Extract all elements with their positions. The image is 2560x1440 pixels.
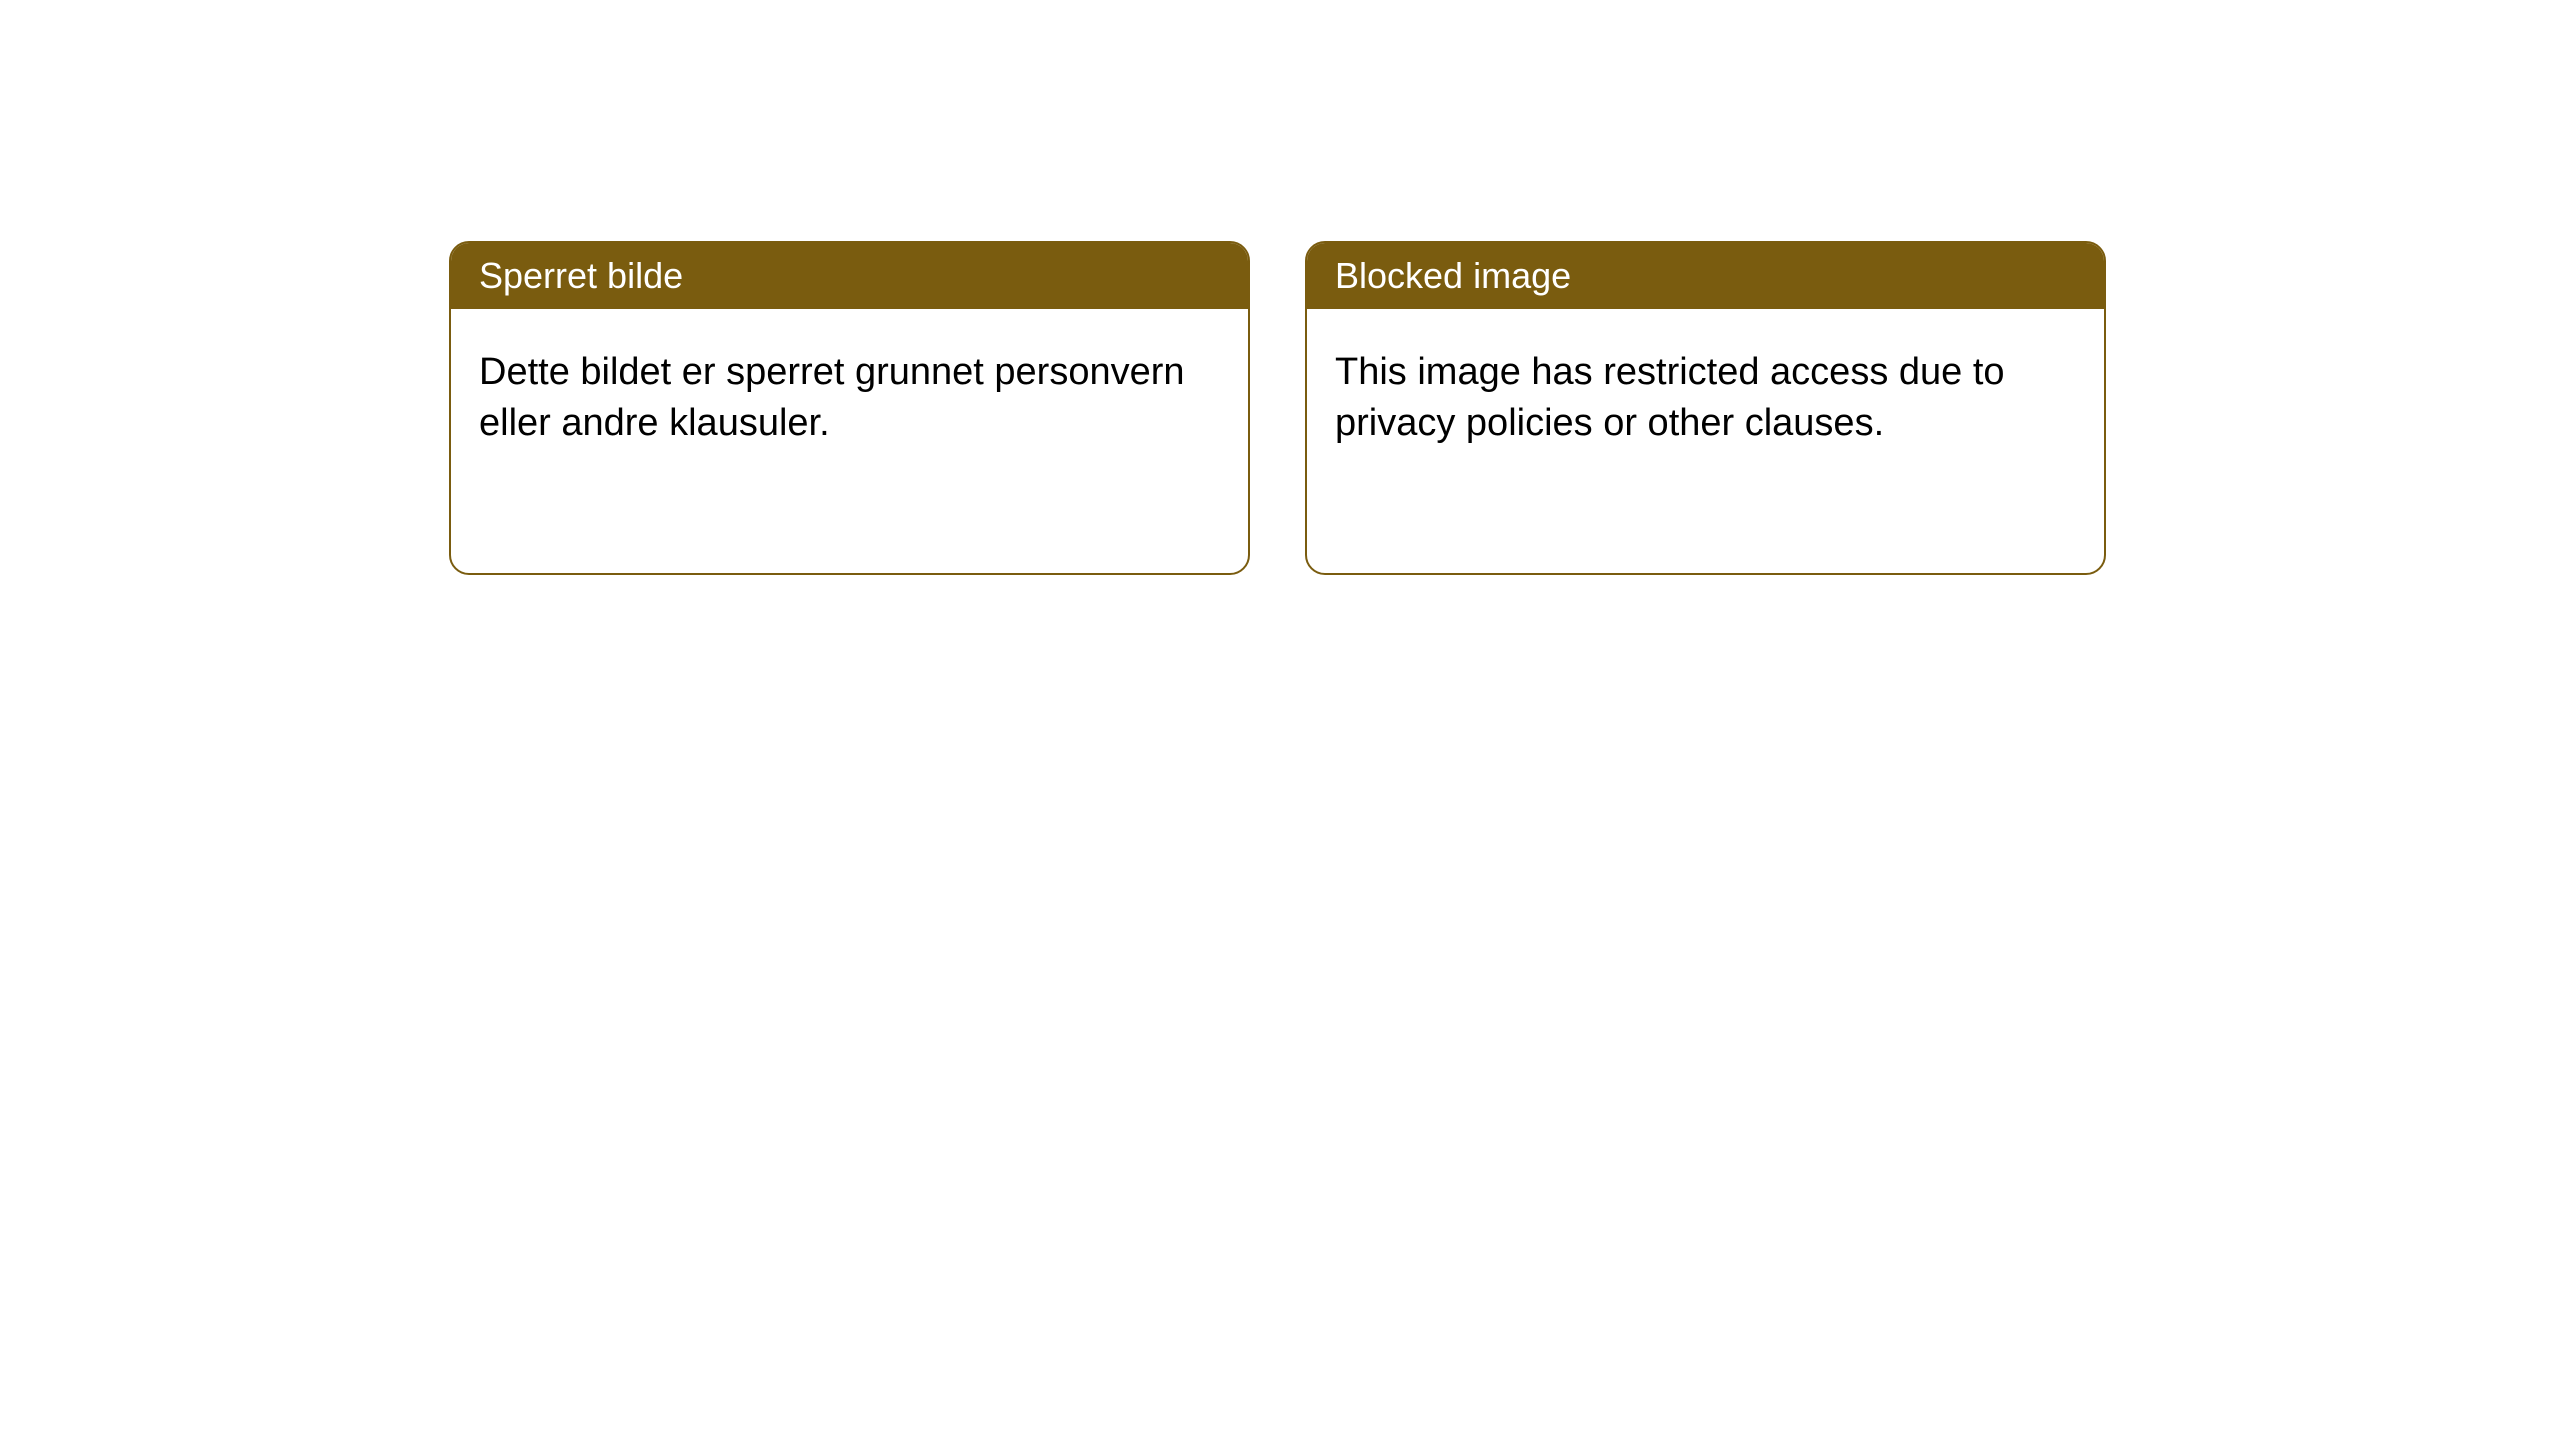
card-body: Dette bildet er sperret grunnet personve…	[451, 309, 1248, 488]
card-header: Sperret bilde	[451, 243, 1248, 309]
card-body: This image has restricted access due to …	[1307, 309, 2104, 488]
card-title: Blocked image	[1335, 255, 1571, 296]
card-title: Sperret bilde	[479, 255, 683, 296]
notice-card-norwegian: Sperret bilde Dette bildet er sperret gr…	[449, 241, 1250, 575]
card-header: Blocked image	[1307, 243, 2104, 309]
card-body-text: This image has restricted access due to …	[1335, 351, 2005, 444]
card-body-text: Dette bildet er sperret grunnet personve…	[479, 351, 1185, 444]
notice-container: Sperret bilde Dette bildet er sperret gr…	[449, 241, 2106, 575]
notice-card-english: Blocked image This image has restricted …	[1305, 241, 2106, 575]
